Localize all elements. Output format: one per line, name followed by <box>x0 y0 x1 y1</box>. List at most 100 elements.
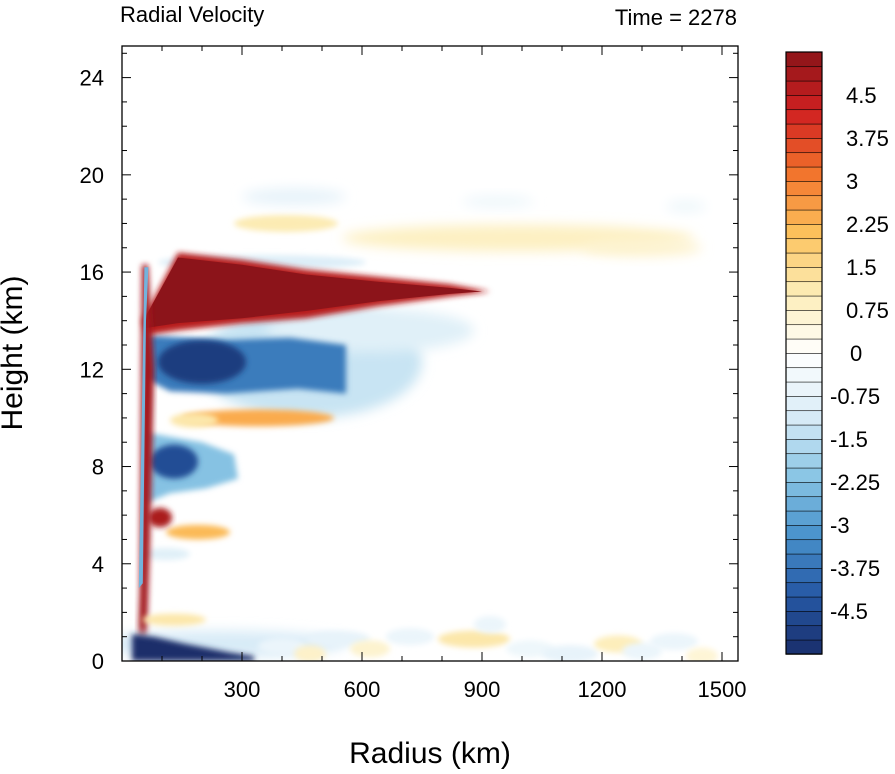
colorbar-box-33 <box>785 166 823 182</box>
x-tick-label-1200: 1200 <box>578 677 627 702</box>
colorbar-box-3 <box>785 596 823 612</box>
y-tick-label-0: 0 <box>92 649 104 674</box>
colorbar-box-29 <box>785 223 823 240</box>
colorbar-box-2 <box>785 610 823 627</box>
outflow-band-10km <box>182 409 334 427</box>
surface-patch-4 <box>474 616 506 634</box>
colorbar-label-5: 0.75 <box>846 298 889 323</box>
outflow-band-10km-inner <box>170 413 218 428</box>
surface-patch-11 <box>350 640 390 658</box>
colorbar-box-14 <box>785 438 823 455</box>
colorbar-label-9: -2.25 <box>830 470 880 495</box>
colorbar-box-7 <box>785 539 823 555</box>
colorbar-box-15 <box>785 424 823 440</box>
low-outflow-patch <box>142 613 206 626</box>
colorbar-frame <box>785 51 823 655</box>
colorbar-box-17 <box>785 395 823 412</box>
inflow-patch-4km <box>142 547 190 561</box>
colorbar-box-9 <box>785 510 823 526</box>
colorbar-box-30 <box>785 209 823 225</box>
colorbar-label-3: 2.25 <box>846 212 889 237</box>
colorbar-box-6 <box>785 553 823 569</box>
colorbar-box-23 <box>785 309 823 326</box>
colorbar-box-20 <box>785 352 823 369</box>
y-tick-label-16: 16 <box>80 260 104 285</box>
colorbar-box-25 <box>785 281 823 297</box>
surface-patch-1 <box>306 630 370 648</box>
x-tick-label-900: 900 <box>464 677 501 702</box>
surface-patch-5 <box>506 640 554 658</box>
x-tick-labels: 300 600 900 1200 1500 <box>224 677 747 702</box>
outflow-core-5km <box>148 507 172 528</box>
upper-inflow-patch-2 <box>462 195 534 208</box>
x-tick-label-300: 300 <box>224 677 261 702</box>
colorbar-box-28 <box>785 238 823 254</box>
upper-outflow-patch <box>234 214 338 232</box>
colorbar-box-21 <box>785 338 823 354</box>
colorbar-box-34 <box>785 152 823 168</box>
inflow-core-8km <box>150 444 198 479</box>
colorbar-box-22 <box>785 324 823 340</box>
colorbar-box-12 <box>785 467 823 483</box>
colorbar-label-1: 3.75 <box>846 126 889 151</box>
surface-patch-10 <box>294 645 326 661</box>
colorbar-box-35 <box>785 137 823 154</box>
colorbar-label-12: -4.5 <box>830 599 868 624</box>
colorbar-box-5 <box>785 567 823 584</box>
outer-inflow-streak <box>266 308 474 353</box>
colorbar <box>785 51 823 655</box>
x-tick-label-1500: 1500 <box>698 677 747 702</box>
y-tick-labels: 0 4 8 12 16 20 24 <box>80 66 104 674</box>
surface-patch-9 <box>650 633 698 651</box>
colorbar-box-24 <box>785 295 823 311</box>
surface-patch-0 <box>258 637 306 655</box>
chart-title: Radial Velocity <box>120 2 264 27</box>
axis-ticks <box>122 46 738 661</box>
colorbar-label-2: 3 <box>846 169 858 194</box>
time-label: Time = 2278 <box>615 5 737 30</box>
upper-inflow-patch <box>242 188 346 206</box>
x-tick-label-600: 600 <box>344 677 381 702</box>
colorbar-box-41 <box>785 51 823 68</box>
boundary-inflow <box>132 634 254 661</box>
colorbar-labels: 4.5 3.75 3 2.25 1.5 0.75 0 -0.75 -1.5 -2.25 -3 -3.7… <box>830 83 889 624</box>
colorbar-box-37 <box>785 109 823 125</box>
upper-outflow-tail <box>582 239 702 257</box>
colorbar-box-19 <box>785 367 823 383</box>
surface-patch-8 <box>622 642 662 660</box>
y-axis-label: Height (km) <box>0 275 29 430</box>
y-tick-label-8: 8 <box>92 455 104 480</box>
colorbar-box-16 <box>785 410 823 426</box>
colorbar-box-26 <box>785 266 823 283</box>
colorbar-box-10 <box>785 496 823 512</box>
colorbar-box-11 <box>785 481 823 498</box>
colorbar-label-0: 4.5 <box>846 83 877 108</box>
colorbar-box-1 <box>785 625 823 641</box>
colorbar-box-0 <box>785 639 823 655</box>
surface-patch-12 <box>686 647 718 661</box>
plot-frame <box>121 45 739 662</box>
colorbar-box-38 <box>785 94 823 111</box>
y-tick-label-20: 20 <box>80 163 104 188</box>
velocity-field <box>122 188 718 661</box>
colorbar-box-36 <box>785 123 823 139</box>
colorbar-box-40 <box>785 66 823 82</box>
colorbar-label-11: -3.75 <box>830 556 880 581</box>
colorbar-label-7: -0.75 <box>830 384 880 409</box>
colorbar-box-31 <box>785 195 823 211</box>
y-tick-label-4: 4 <box>92 552 104 577</box>
x-axis-label: Radius (km) <box>349 737 511 770</box>
colorbar-box-39 <box>785 80 823 96</box>
outflow-jet <box>146 257 482 328</box>
colorbar-label-4: 1.5 <box>846 255 877 280</box>
colorbar-label-10: -3 <box>830 513 850 538</box>
y-tick-label-12: 12 <box>80 357 104 382</box>
colorbar-label-8: -1.5 <box>830 427 868 452</box>
inflow-core <box>158 340 246 384</box>
colorbar-label-6: 0 <box>850 341 862 366</box>
upper-inflow-patch-3 <box>666 200 706 213</box>
surface-patch-6 <box>542 645 598 661</box>
colorbar-box-4 <box>785 582 823 598</box>
colorbar-box-32 <box>785 180 823 197</box>
colorbar-box-8 <box>785 524 823 541</box>
